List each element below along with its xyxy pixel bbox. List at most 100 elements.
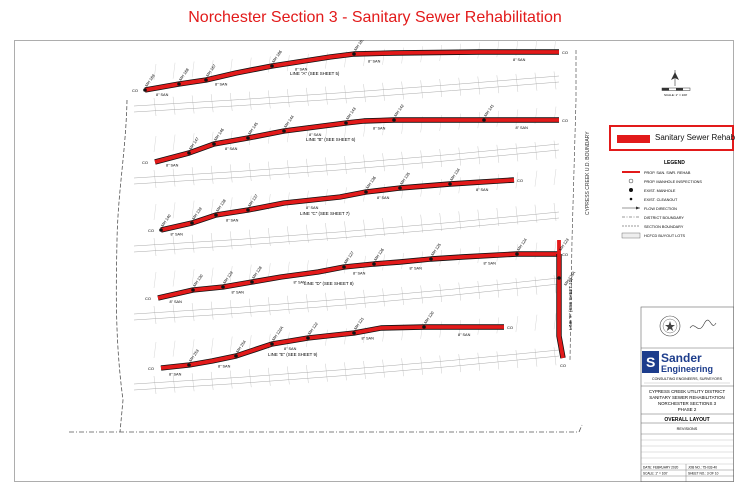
lot-line xyxy=(172,374,176,393)
legend-item-manhole: EXIST. MANHOLE xyxy=(644,189,676,193)
legend-item-rehab: PROP. SAN. SWR. REHAB xyxy=(644,171,691,175)
manhole-label: MH 144 xyxy=(283,114,296,129)
manhole-label: MH 141 xyxy=(483,103,496,118)
cleanout-label: CO xyxy=(562,50,568,55)
lot-line xyxy=(363,219,366,238)
lot-line xyxy=(363,289,366,308)
lot-line xyxy=(229,231,233,250)
manhole-icon xyxy=(221,285,225,289)
manhole-label: MH 121 xyxy=(353,316,366,331)
pipe-label: 8" SAN xyxy=(218,365,231,369)
manhole-icon xyxy=(344,121,348,125)
lot-line xyxy=(229,336,233,353)
lot-line xyxy=(496,41,500,58)
lot-line xyxy=(439,355,442,374)
company-name-2: Engineering xyxy=(661,364,713,374)
legend-item-buyout: HCFCD BUYOUT LOTS xyxy=(644,234,686,238)
lot-line xyxy=(191,373,195,392)
pipe-label: 8" SAN xyxy=(309,133,322,137)
lot-line xyxy=(325,222,328,242)
street-edge xyxy=(133,143,560,179)
manhole-icon xyxy=(214,213,218,217)
street-edge xyxy=(133,355,560,391)
lot-line xyxy=(229,300,233,319)
sewer-rehab-line xyxy=(160,178,515,232)
pipe-label: 8" SAN xyxy=(476,188,489,192)
lot-line xyxy=(515,172,519,189)
lot-line xyxy=(439,78,442,98)
lot-line xyxy=(439,148,442,168)
manhole-icon xyxy=(352,331,356,335)
lot-line xyxy=(172,96,176,115)
lot-line xyxy=(325,292,328,311)
lot-line xyxy=(553,140,557,159)
lot-line xyxy=(153,341,157,359)
lot-line xyxy=(401,216,404,235)
lot-line xyxy=(458,77,461,96)
manhole-icon xyxy=(364,190,368,194)
lot-line xyxy=(229,266,233,283)
manhole-icon xyxy=(143,88,147,92)
lot-line xyxy=(439,212,442,232)
manhole-label: MH 127 xyxy=(343,250,356,265)
manhole-label: MH 169 xyxy=(144,73,157,88)
cleanout-label: CO xyxy=(507,325,513,330)
pipe-label: 8" SAN xyxy=(516,126,529,130)
lot-line xyxy=(153,375,157,395)
pipe-label: 8" SAN xyxy=(362,337,375,341)
manhole-label: MH 142 xyxy=(393,103,406,118)
lot-line xyxy=(382,217,385,237)
project-line-1: CYPRESS CREEK UTILITY DISTRICT xyxy=(649,389,726,394)
pipe-label: 8" SAN xyxy=(484,262,497,266)
lot-line xyxy=(401,81,404,100)
lot-line xyxy=(401,151,404,170)
project-line-3: NORCHESTER SECTIONS 3 xyxy=(658,401,717,406)
lot-line xyxy=(382,153,385,172)
pipe-label: 8" SAN xyxy=(294,281,307,285)
sander-logo: S xyxy=(642,351,659,373)
pipe-label: 8" SAN xyxy=(377,196,390,200)
lot-line xyxy=(153,169,157,189)
sewer-rehab-lines xyxy=(143,49,566,371)
lot-line xyxy=(325,363,328,382)
pipe-label: 8" SAN xyxy=(458,333,471,337)
lot-line xyxy=(458,282,461,301)
manhole-icon xyxy=(191,288,195,292)
manhole-icon xyxy=(398,186,402,190)
lot-line xyxy=(191,339,195,356)
street-edge xyxy=(133,349,560,385)
lot-line xyxy=(534,348,538,367)
north-arrow-icon xyxy=(671,70,679,86)
manhole-icon xyxy=(187,151,191,155)
lot-line xyxy=(172,168,176,187)
lot-line xyxy=(420,214,423,233)
sheet-number: SHEET NO.: 3 OF 10 xyxy=(688,472,719,476)
lot-line xyxy=(382,82,385,101)
lot-line xyxy=(191,167,195,186)
lot-line xyxy=(153,203,157,221)
lot-line xyxy=(344,362,347,381)
lot-line xyxy=(249,264,252,281)
manhole-label: MH 120 xyxy=(423,310,436,325)
manhole-icon xyxy=(159,228,163,232)
manhole-icon xyxy=(422,325,426,329)
lot-line xyxy=(268,367,271,386)
lot-line xyxy=(249,91,252,110)
lot-line xyxy=(363,84,366,103)
lot-line xyxy=(477,146,481,165)
company-name: Sander xyxy=(661,351,702,365)
lot-line xyxy=(439,283,442,303)
lot-line xyxy=(477,281,481,300)
engineer-seal xyxy=(659,315,717,337)
lot-line xyxy=(249,298,252,317)
lot-line xyxy=(306,158,309,177)
manhole-icon xyxy=(352,52,356,56)
street-lines xyxy=(133,75,560,391)
lot-line xyxy=(229,164,233,183)
pipe-label: 8" SAN xyxy=(373,127,386,131)
line-label: LINE "A" (SEE SHEET 5) xyxy=(290,71,340,76)
lot-line xyxy=(191,200,195,217)
lot-line xyxy=(210,371,214,390)
lot-line xyxy=(477,76,481,95)
lot-line xyxy=(496,351,500,370)
